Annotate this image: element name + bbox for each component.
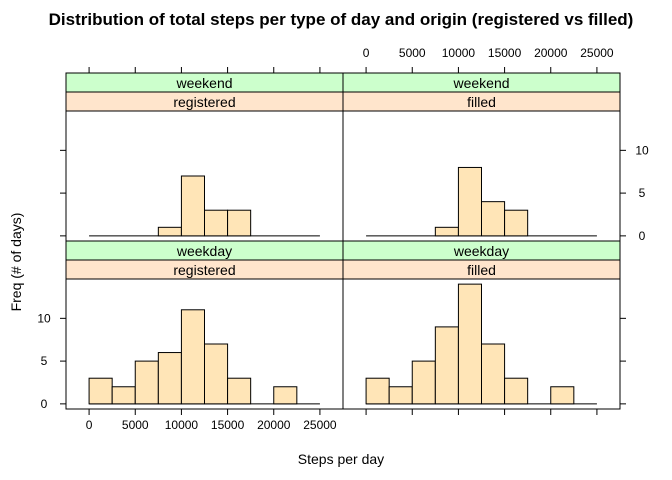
histogram-bar <box>550 386 575 405</box>
histogram-bar <box>504 377 529 405</box>
panel-weekday-registered: weekday registered <box>65 240 344 410</box>
x-tick-label: 20000 <box>257 418 291 432</box>
histogram-bar <box>504 209 529 237</box>
x-tick-label: 15000 <box>488 46 522 60</box>
histogram-bar <box>481 343 506 405</box>
histogram-bar <box>457 166 482 237</box>
chart-title: Distribution of total steps per type of … <box>49 10 634 29</box>
histogram-bar <box>227 377 252 405</box>
strip-label-day-type: weekend <box>175 75 232 91</box>
x-tick-label: 15000 <box>211 418 245 432</box>
histogram-bar <box>227 209 252 237</box>
y-tick-label: 0 <box>41 397 48 411</box>
panel-weekday-filled: weekday filled <box>342 240 621 410</box>
panel-weekend-filled: weekend filled <box>342 72 621 242</box>
histogram-bar <box>365 377 390 405</box>
histogram-bar <box>481 201 506 237</box>
y-tick-label: 0 <box>639 229 646 243</box>
histogram-bar <box>273 386 298 405</box>
panel-frame <box>342 278 621 410</box>
x-tick-label: 10000 <box>165 418 199 432</box>
x-tick-label: 5000 <box>122 418 149 432</box>
x-tick-label: 25000 <box>303 418 337 432</box>
histogram-bar <box>411 360 436 405</box>
histogram-bar <box>457 283 482 405</box>
strip-label-origin: registered <box>173 94 235 110</box>
x-tick-label: 5000 <box>399 46 426 60</box>
strip-label-origin: registered <box>173 262 235 278</box>
x-tick-label: 25000 <box>580 46 614 60</box>
histogram-bar <box>157 226 182 237</box>
histogram-bar <box>111 386 136 405</box>
x-tick-label: 20000 <box>534 46 568 60</box>
y-tick-label: 5 <box>41 354 48 368</box>
axes-group: 0 5000 10000 15000 20000 25000 0 5000 10000 15000… <box>37 46 649 432</box>
strip-label-day-type: weekday <box>176 243 232 259</box>
x-tick-label: 10000 <box>442 46 476 60</box>
x-tick-label: 0 <box>363 46 370 60</box>
histogram-bar <box>157 352 182 405</box>
histogram-bar <box>180 175 206 237</box>
histogram-bar <box>134 360 159 405</box>
strip-label-day-type: weekday <box>453 243 509 259</box>
x-tick-label: 0 <box>86 418 93 432</box>
y-tick-label: 10 <box>635 143 649 157</box>
strip-label-day-type: weekend <box>452 75 509 91</box>
strip-label-origin: filled <box>467 262 496 278</box>
y-tick-label: 10 <box>37 311 51 325</box>
histogram-bar <box>434 226 459 237</box>
strip-label-origin: filled <box>467 94 496 110</box>
y-tick-label: 5 <box>639 186 646 200</box>
histogram-bar <box>180 309 206 405</box>
histogram-bar <box>204 343 229 405</box>
panels-group: weekend registered weekend filled weekday reg… <box>65 72 621 410</box>
panel-weekend-registered: weekend registered <box>65 72 344 242</box>
histogram-bar <box>388 386 413 405</box>
histogram-bar <box>204 209 229 237</box>
y-axis-label: Freq (# of days) <box>8 213 24 312</box>
x-axis-label: Steps per day <box>298 451 384 467</box>
histogram-bar <box>88 377 113 405</box>
histogram-bar <box>434 326 459 405</box>
